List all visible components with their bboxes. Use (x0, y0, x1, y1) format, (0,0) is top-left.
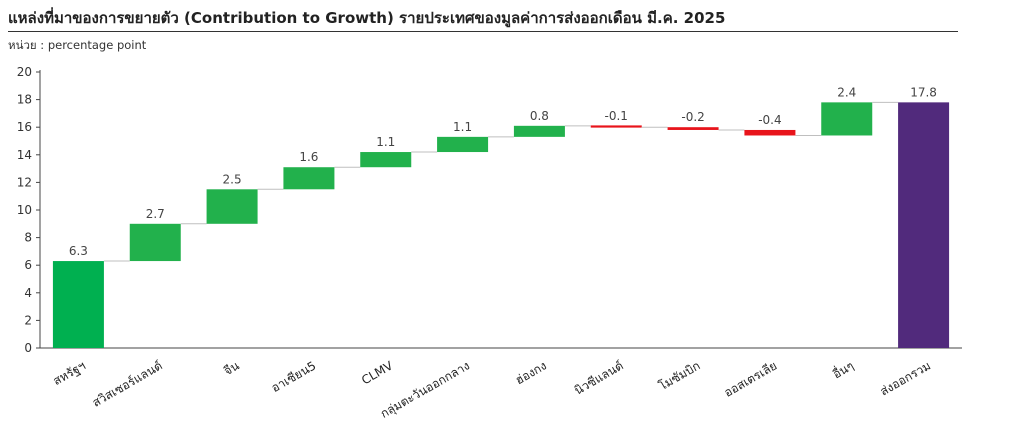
data-label: 1.1 (376, 135, 395, 149)
bar-decrease (667, 127, 719, 130)
category-label: CLMV (359, 358, 396, 387)
title-divider (8, 31, 958, 32)
y-tick-label: 0 (24, 341, 32, 355)
bar-increase (821, 102, 873, 136)
chart-title: แหล่งที่มาของการขยายตัว (Contribution to… (8, 9, 726, 27)
bar-decrease (744, 129, 796, 136)
y-tick-label: 16 (17, 120, 32, 134)
bar-increase (360, 152, 412, 168)
unit-label: หน่วย : percentage point (8, 38, 147, 52)
data-label: 2.5 (223, 172, 242, 186)
category-label: อื่นๆ (829, 357, 856, 382)
category-label: โมซัมบิก (656, 358, 702, 393)
category-label: จีน (221, 358, 241, 378)
data-label: 1.1 (453, 120, 472, 134)
category-label: สวิสเซอร์แลนด์ (90, 358, 165, 409)
category-label: ส่งออกรวม (878, 358, 933, 398)
data-label: 2.4 (837, 85, 856, 99)
data-label: -0.1 (605, 109, 628, 123)
data-label: 6.3 (69, 244, 88, 258)
y-tick-label: 8 (24, 231, 32, 245)
data-label: 1.6 (299, 150, 318, 164)
y-tick-label: 12 (17, 175, 32, 189)
data-label: 17.8 (910, 85, 937, 99)
y-tick-label: 20 (17, 65, 32, 79)
category-label: ฮ่องกง (513, 358, 549, 387)
y-tick-label: 4 (24, 286, 32, 300)
data-label: -0.4 (758, 113, 781, 127)
y-tick-label: 2 (24, 313, 32, 327)
y-tick-label: 6 (24, 258, 32, 272)
data-label: 2.7 (146, 207, 165, 221)
data-label: -0.2 (681, 110, 704, 124)
category-label: นิวซีแลนด์ (572, 358, 626, 397)
bar-increase (437, 136, 489, 153)
data-label: 0.8 (530, 109, 549, 123)
bar-increase (129, 223, 181, 262)
bar-decrease (590, 125, 642, 128)
category-label: สหรัฐฯ (51, 358, 88, 388)
bar-increase (52, 261, 104, 348)
bar-increase (283, 167, 335, 190)
y-tick-label: 10 (17, 203, 32, 217)
bar-total (898, 102, 950, 348)
category-label: ออสเตรเลีย (722, 358, 780, 399)
bar-increase (513, 125, 565, 137)
y-tick-label: 14 (17, 148, 32, 162)
y-tick-label: 18 (17, 93, 32, 107)
bar-increase (206, 189, 258, 224)
category-label: อาเซียน5 (269, 358, 318, 395)
